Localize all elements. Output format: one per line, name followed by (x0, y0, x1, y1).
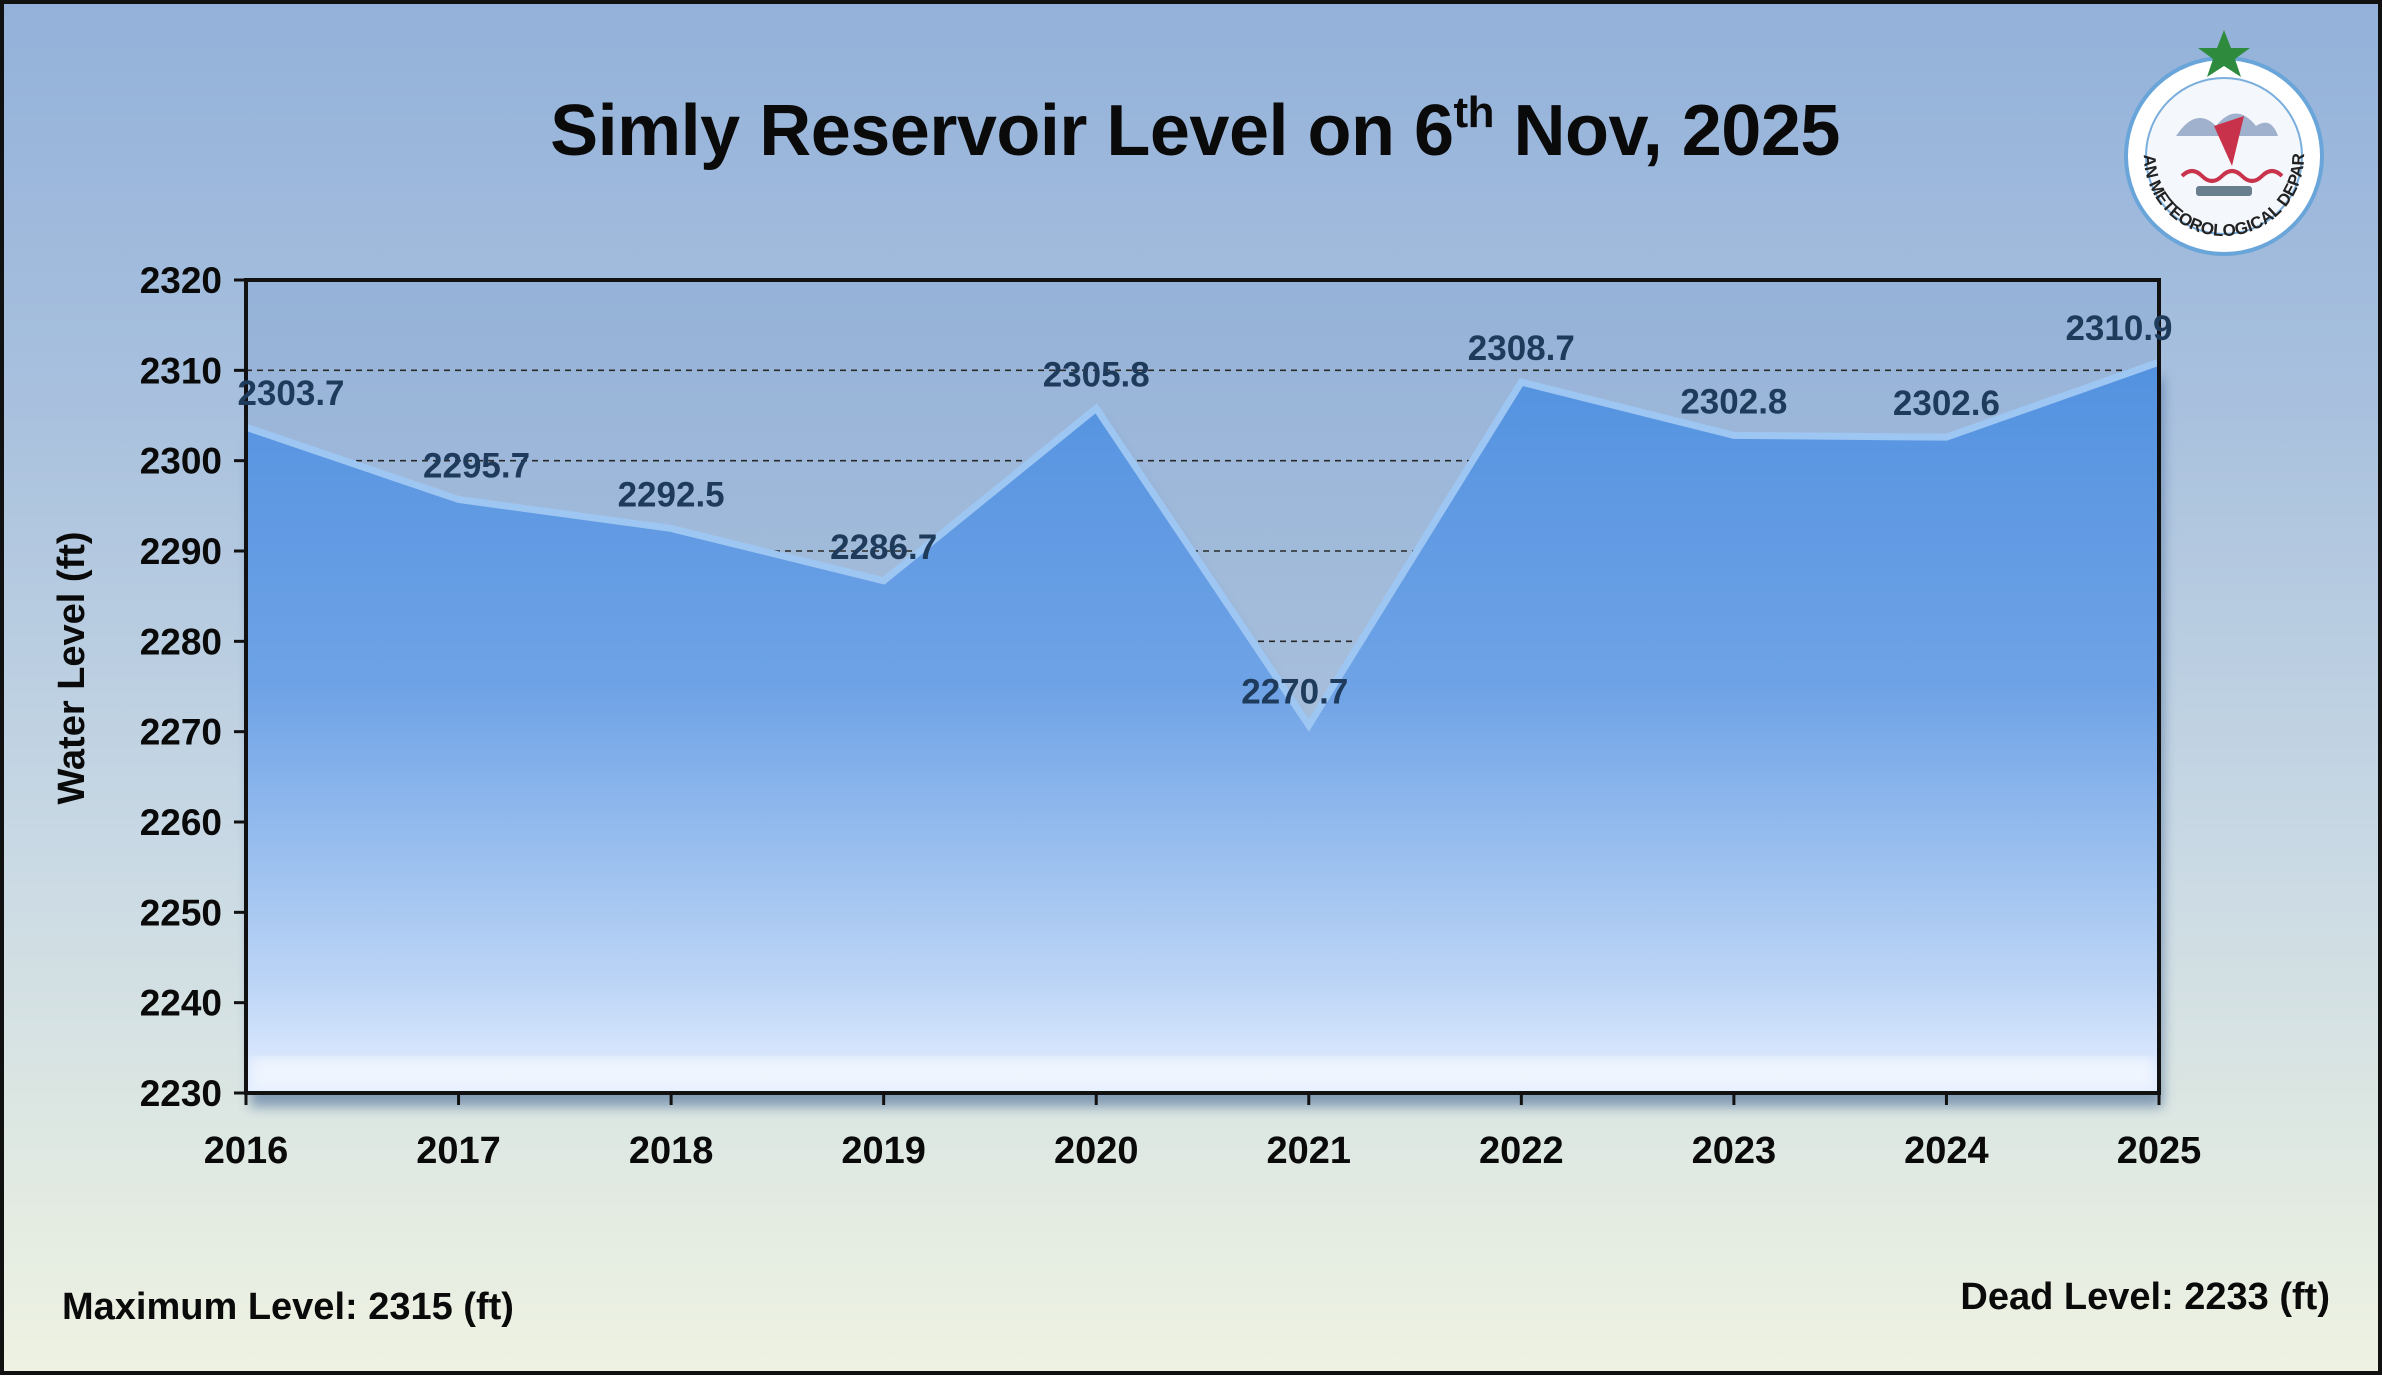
data-label: 2286.7 (830, 528, 937, 567)
x-tick-label: 2019 (841, 1130, 926, 1172)
x-tick-label: 2022 (1479, 1130, 1564, 1172)
y-tick-labels: 2230 2240 2250 2260 2270 2280 2290 2300 2310 2320 (140, 260, 222, 1114)
title-main: Simly Reservoir Level on 6 (550, 91, 1454, 171)
data-label: 2302.8 (1680, 382, 1787, 421)
plot-border (244, 278, 2161, 1095)
x-tick-label: 2021 (1267, 1130, 1352, 1172)
data-label: 2310.9 (2065, 309, 2172, 348)
y-tick-label: 2230 (140, 1073, 222, 1114)
series-line (244, 358, 2161, 732)
chart-title: Simly Reservoir Level on 6th Nov, 2025 (4, 90, 2382, 172)
axes (234, 278, 2161, 1105)
star-icon (2198, 30, 2250, 77)
data-label: 2302.6 (1893, 384, 2000, 423)
reservoir-area-chart: 2230 2240 2250 2260 2270 2280 2290 2300 2310 2320… (51, 260, 2202, 1172)
area-series (244, 358, 2163, 1107)
y-tick-label: 2250 (140, 892, 222, 933)
data-labels: 2303.7 2295.7 2292.5 2286.7 2305.8 2270.7 2308… (237, 309, 2172, 711)
y-tick-label: 2320 (140, 260, 222, 301)
y-tick-label: 2290 (140, 531, 222, 572)
max-level-note: Maximum Level: 2315 (ft) (62, 1286, 514, 1328)
data-label: 2292.5 (618, 475, 725, 514)
y-tick-label: 2310 (140, 350, 222, 391)
x-tick-label: 2023 (1692, 1130, 1777, 1172)
dead-level-note: Dead Level: 2233 (ft) (1960, 1276, 2330, 1318)
x-tick-label: 2020 (1054, 1130, 1139, 1172)
x-tick-label: 2025 (2117, 1130, 2202, 1172)
x-tick-label: 2017 (416, 1130, 501, 1172)
data-label: 2303.7 (237, 374, 344, 413)
x-tick-labels: 2016 2017 2018 2019 2020 2021 2022 2023 2024 2025 (204, 1130, 2202, 1172)
title-tail: Nov, 2025 (1494, 91, 1841, 171)
data-label: 2295.7 (423, 447, 530, 486)
y-tick-label: 2280 (140, 621, 222, 662)
pmd-logo: PAKISTAN METEOROLOGICAL DEPARTMENT (2104, 26, 2324, 256)
x-tick-label: 2018 (629, 1130, 714, 1172)
y-axis-label: Water Level (ft) (51, 531, 93, 804)
data-label: 2270.7 (1241, 672, 1348, 711)
y-tick-label: 2270 (140, 712, 222, 753)
x-tick-label: 2024 (1904, 1130, 1989, 1172)
bottom-glow (252, 1057, 2153, 1087)
title-superscript: th (1453, 88, 1495, 137)
data-label: 2308.7 (1468, 329, 1575, 368)
y-tick-label: 2260 (140, 802, 222, 843)
x-tick-label: 2016 (204, 1130, 289, 1172)
y-tick-label: 2300 (140, 441, 222, 482)
data-label: 2305.8 (1043, 355, 1150, 394)
y-tick-label: 2240 (140, 983, 222, 1024)
